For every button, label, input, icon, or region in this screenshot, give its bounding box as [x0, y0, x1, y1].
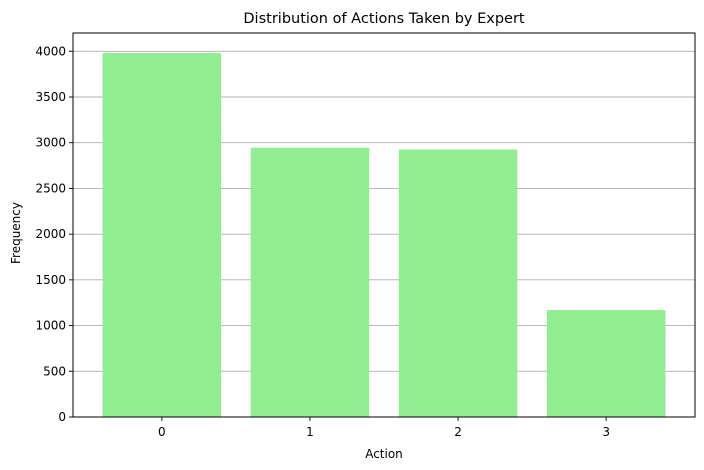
bar-action-3 [546, 310, 666, 417]
plot-frame [72, 32, 696, 418]
y-tick-label: 3500 [35, 90, 66, 104]
x-tick-label: 3 [602, 425, 610, 439]
bar-action-0 [102, 53, 222, 417]
y-axis-label: Frequency [9, 202, 23, 264]
bar-action-2 [398, 149, 518, 418]
y-tick-label: 3000 [35, 136, 66, 150]
x-tick-label: 2 [454, 425, 462, 439]
y-tick-label: 500 [43, 364, 66, 378]
y-tick-label: 1500 [35, 273, 66, 287]
y-tick-label: 0 [58, 410, 66, 424]
y-tick-label: 2500 [35, 181, 66, 195]
x-tick-label: 0 [158, 425, 166, 439]
y-tick-label: 1000 [35, 319, 66, 333]
y-axis-ticks: 0 500 1000 1500 2000 2500 3000 3500 4000 [35, 44, 73, 424]
y-tick-label: 4000 [35, 44, 66, 58]
bars [102, 53, 666, 418]
x-tick-label: 1 [306, 425, 314, 439]
chart-title: Distribution of Actions Taken by Expert [243, 11, 525, 27]
x-axis-label: Action [365, 447, 403, 461]
y-tick-label: 2000 [35, 227, 66, 241]
x-axis-ticks: 0 1 2 3 [158, 417, 610, 439]
bar-action-1 [250, 147, 370, 417]
